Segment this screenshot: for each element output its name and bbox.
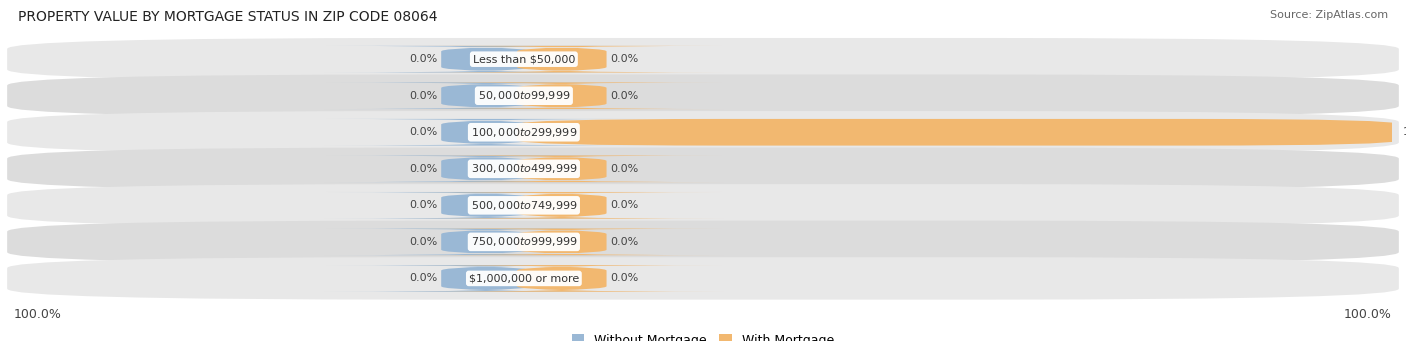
FancyBboxPatch shape [7, 111, 1399, 153]
Text: 100.0%: 100.0% [1344, 308, 1392, 321]
FancyBboxPatch shape [399, 228, 724, 255]
Text: $300,000 to $499,999: $300,000 to $499,999 [471, 162, 578, 175]
Text: 0.0%: 0.0% [610, 164, 638, 174]
FancyBboxPatch shape [325, 228, 648, 255]
Text: 0.0%: 0.0% [610, 91, 638, 101]
Text: 0.0%: 0.0% [409, 273, 437, 283]
FancyBboxPatch shape [325, 192, 648, 219]
Legend: Without Mortgage, With Mortgage: Without Mortgage, With Mortgage [572, 334, 834, 341]
FancyBboxPatch shape [399, 155, 724, 182]
FancyBboxPatch shape [325, 119, 648, 146]
FancyBboxPatch shape [325, 83, 648, 109]
Text: Less than $50,000: Less than $50,000 [472, 54, 575, 64]
FancyBboxPatch shape [325, 46, 648, 73]
Text: 0.0%: 0.0% [610, 237, 638, 247]
Text: $1,000,000 or more: $1,000,000 or more [468, 273, 579, 283]
FancyBboxPatch shape [399, 192, 724, 219]
Text: 100.0%: 100.0% [14, 308, 62, 321]
FancyBboxPatch shape [325, 265, 648, 292]
Text: 0.0%: 0.0% [409, 164, 437, 174]
Text: 0.0%: 0.0% [610, 54, 638, 64]
FancyBboxPatch shape [7, 257, 1399, 300]
Text: 0.0%: 0.0% [409, 200, 437, 210]
FancyBboxPatch shape [517, 119, 1399, 146]
Text: Source: ZipAtlas.com: Source: ZipAtlas.com [1270, 10, 1388, 20]
FancyBboxPatch shape [7, 148, 1399, 190]
FancyBboxPatch shape [399, 265, 724, 292]
Text: PROPERTY VALUE BY MORTGAGE STATUS IN ZIP CODE 08064: PROPERTY VALUE BY MORTGAGE STATUS IN ZIP… [18, 10, 437, 24]
FancyBboxPatch shape [325, 155, 648, 182]
Text: 0.0%: 0.0% [409, 237, 437, 247]
Text: $100,000 to $299,999: $100,000 to $299,999 [471, 126, 576, 139]
Text: 0.0%: 0.0% [409, 91, 437, 101]
Text: 0.0%: 0.0% [409, 127, 437, 137]
Text: 0.0%: 0.0% [409, 54, 437, 64]
FancyBboxPatch shape [7, 38, 1399, 80]
Text: $50,000 to $99,999: $50,000 to $99,999 [478, 89, 569, 102]
Text: 100.0%: 100.0% [1403, 127, 1406, 137]
FancyBboxPatch shape [7, 221, 1399, 263]
Text: 0.0%: 0.0% [610, 200, 638, 210]
Text: $750,000 to $999,999: $750,000 to $999,999 [471, 235, 578, 248]
Text: $500,000 to $749,999: $500,000 to $749,999 [471, 199, 578, 212]
FancyBboxPatch shape [7, 184, 1399, 226]
Text: 0.0%: 0.0% [610, 273, 638, 283]
FancyBboxPatch shape [399, 46, 724, 73]
FancyBboxPatch shape [399, 83, 724, 109]
FancyBboxPatch shape [7, 74, 1399, 117]
